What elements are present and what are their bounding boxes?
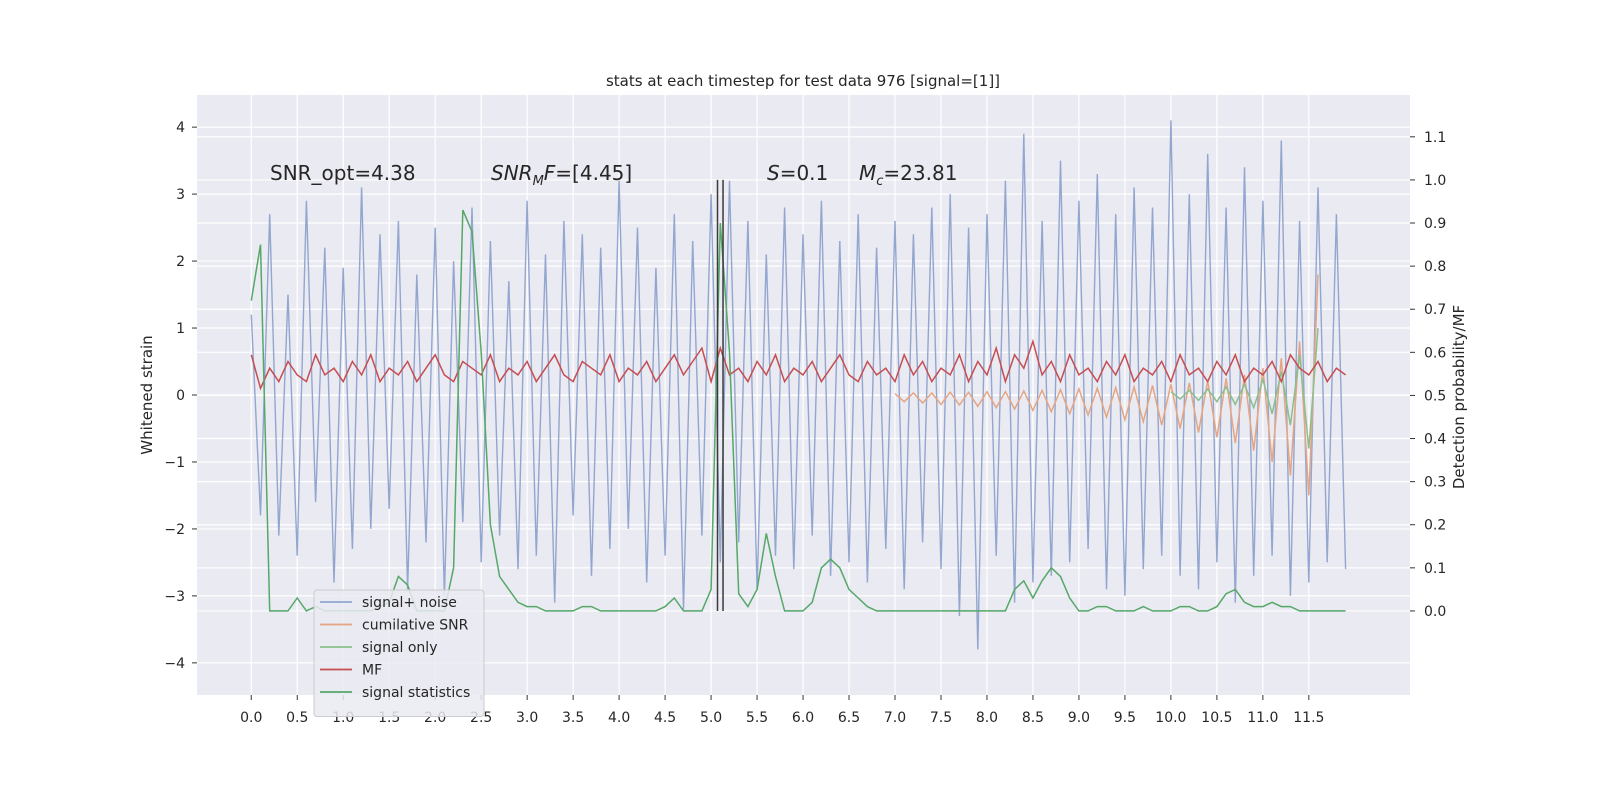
x-tick-label: 8.5 [1022,710,1044,726]
series-line [250,338,1347,391]
y2-tick-label: 0.8 [1424,259,1446,275]
y-tick-label: 3 [176,187,185,203]
annotation-part: =23.81 [883,161,957,185]
y-tick-label: −4 [164,656,185,672]
x-tick-label: 6.5 [838,710,860,726]
x-tick-label: 3.5 [562,710,584,726]
y2-tick-label: 1.1 [1424,130,1446,146]
y-tick-label: 2 [176,254,185,270]
x-tick-label: 6.0 [792,710,814,726]
annotation-part: M [859,161,876,185]
legend-label: signal+ noise [362,595,457,611]
legend: signal+ noise cumilative SNR signal only MF… [313,589,485,717]
chart-title: stats at each timestep for test data 976… [606,72,1000,90]
series-line [250,120,1347,650]
x-tick-label: 7.5 [930,710,952,726]
x-tick-label: 9.0 [1068,710,1090,726]
y2-axis-label: Detection probability/MF [1450,305,1468,489]
legend-label: signal only [362,640,437,656]
x-tick-label: 5.0 [700,710,722,726]
annotation-part: =[4.45] [555,161,632,185]
y-tick-label: 1 [176,321,185,337]
y2-tick-label: 0.5 [1424,388,1446,404]
y-tick-label: −3 [164,589,185,605]
legend-box [313,589,485,717]
y-tick-label: −1 [164,455,185,471]
annotation: Mc=23.81 [859,161,957,189]
x-tick-label: 11.0 [1247,710,1278,726]
annotation-part: M [533,174,544,189]
annotation-part: SNR [491,161,533,185]
x-tick-label: 3.0 [516,710,538,726]
legend-label: cumilative SNR [362,618,469,634]
x-tick-label: 5.5 [746,710,768,726]
series-line [1170,327,1319,449]
y2-tick-label: 1.0 [1424,173,1446,189]
y2-tick-label: 0.7 [1424,302,1446,318]
annotation-part: =0.1 [780,161,829,185]
annotation: SNRMF=[4.45] [491,161,632,189]
legend-label: signal statistics [362,685,470,701]
annotation-part: c [876,174,883,189]
annotation: SNR_opt=4.38 [270,161,416,185]
series-line [894,274,1319,496]
x-tick-label: 10.0 [1155,710,1186,726]
y2-tick-label: 0.9 [1424,216,1446,232]
axes: 0.0 0.5 1.0 1.5 2.0 2.5 3.0 3.5 4.0 4.5 5.0 5.5 6.0 6… [164,120,1446,726]
x-tick-label: 8.0 [976,710,998,726]
y-axis-label: Whitened strain [138,335,156,454]
x-tick-label: 11.5 [1293,710,1324,726]
y2-tick-label: 0.6 [1424,345,1446,361]
x-tick-label: 7.0 [884,710,906,726]
y2-tick-label: 0.0 [1424,604,1446,620]
x-tick-label: 9.5 [1114,710,1136,726]
annotation-part: SNR_opt=4.38 [270,161,416,185]
y-tick-label: −2 [164,522,185,538]
y2-tick-label: 0.3 [1424,475,1446,491]
x-tick-label: 4.0 [608,710,630,726]
x-tick-label: 0.0 [240,710,262,726]
annotation-part: F [544,161,556,185]
x-tick-label: 0.5 [286,710,308,726]
y2-tick-label: 0.2 [1424,518,1446,534]
annotations: SNR_opt=4.38 SNRMF=[4.45] S=0.1 Mc=23.81 [270,161,957,189]
x-tick-label: 10.5 [1201,710,1232,726]
y2-tick-label: 0.4 [1424,432,1446,448]
y-tick-label: 0 [176,388,185,404]
x-tick-label: 4.5 [654,710,676,726]
y-tick-label: 4 [176,120,185,136]
annotation: S=0.1 [767,161,828,185]
legend-label: MF [362,663,382,679]
annotation-part: S [767,161,780,185]
y2-tick-label: 0.1 [1424,561,1446,577]
